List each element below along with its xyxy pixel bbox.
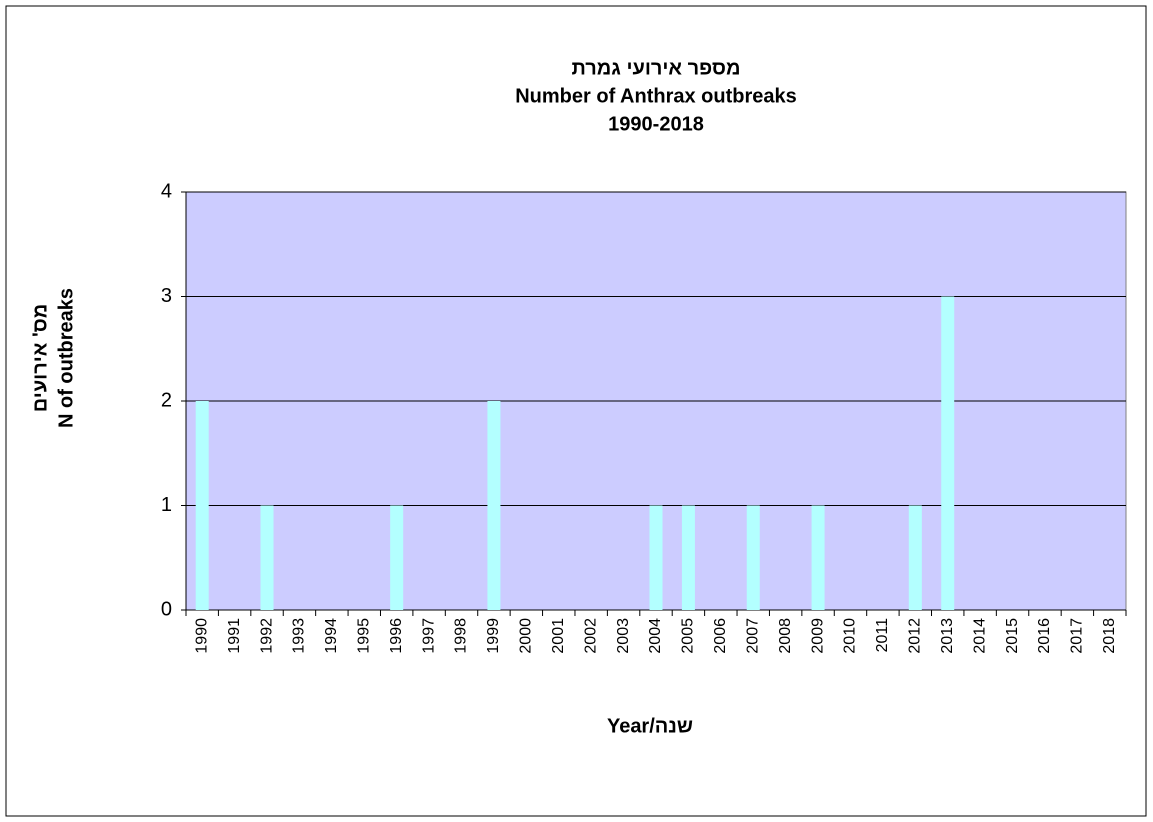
- chart-title: מספר אירועי גמרת: [572, 57, 741, 79]
- x-tick-label: 2014: [971, 618, 988, 654]
- bar: [195, 401, 209, 610]
- bar: [746, 505, 760, 610]
- x-tick-label: 2002: [582, 618, 599, 654]
- y-tick-label: 0: [161, 598, 172, 620]
- x-tick-label: 1991: [226, 618, 243, 654]
- x-tick-label: 2005: [680, 618, 697, 654]
- y-axis-label: מס' אירועים: [29, 304, 51, 412]
- y-axis-label: N of outbreaks: [55, 288, 77, 428]
- y-tick-label: 4: [161, 180, 172, 202]
- bar: [908, 505, 922, 610]
- x-tick-label: 2017: [1069, 618, 1086, 654]
- chart-title: 1990-2018: [608, 113, 704, 135]
- chart-title: Number of Anthrax outbreaks: [515, 85, 797, 107]
- x-axis-label: Year/שנה: [607, 715, 693, 737]
- x-tick-label: 2009: [809, 618, 826, 654]
- x-tick-label: 2004: [647, 618, 664, 654]
- bar: [260, 505, 274, 610]
- x-tick-label: 2012: [907, 618, 924, 654]
- x-tick-label: 1996: [388, 618, 405, 654]
- bar: [487, 401, 501, 610]
- x-tick-label: 2013: [939, 618, 956, 654]
- x-tick-label: 1999: [485, 618, 502, 654]
- x-tick-label: 1992: [258, 618, 275, 654]
- x-tick-label: 2008: [777, 618, 794, 654]
- bar: [390, 505, 404, 610]
- x-tick-label: 2015: [1004, 618, 1021, 654]
- x-tick-label: 1990: [193, 618, 210, 654]
- x-tick-label: 2016: [1036, 618, 1053, 654]
- x-tick-label: 2001: [550, 618, 567, 654]
- x-tick-label: 2007: [744, 618, 761, 654]
- bar: [681, 505, 695, 610]
- bar: [941, 296, 955, 610]
- x-tick-label: 2018: [1101, 618, 1118, 654]
- x-tick-label: 2010: [842, 618, 859, 654]
- x-tick-label: 1998: [453, 618, 470, 654]
- x-tick-label: 1994: [323, 618, 340, 654]
- x-tick-label: 2006: [712, 618, 729, 654]
- y-tick-label: 2: [161, 389, 172, 411]
- x-tick-label: 1993: [291, 618, 308, 654]
- bar: [649, 505, 663, 610]
- x-tick-label: 1997: [420, 618, 437, 654]
- y-tick-label: 3: [161, 285, 172, 307]
- bar: [811, 505, 825, 610]
- x-tick-label: 2003: [615, 618, 632, 654]
- x-tick-label: 1995: [355, 618, 372, 654]
- x-tick-label: 2000: [518, 618, 535, 654]
- y-tick-label: 1: [161, 494, 172, 516]
- x-tick-label: 2011: [874, 618, 891, 653]
